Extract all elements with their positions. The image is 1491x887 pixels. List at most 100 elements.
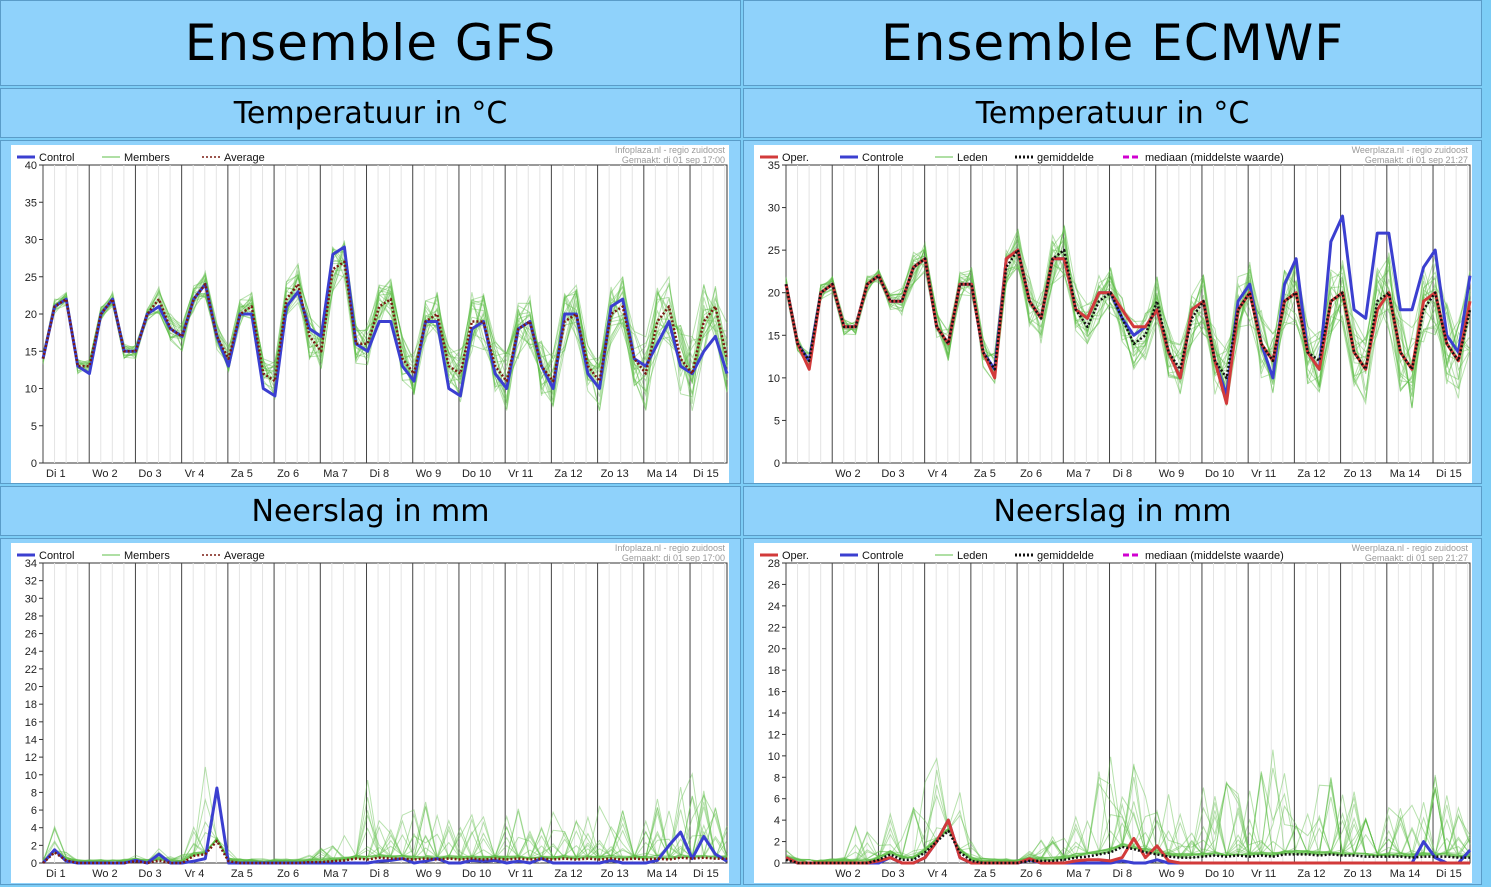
x-tick-label: Wo 9 [416,868,441,880]
ecmwf-temp-header: Temperatuur in °C [743,88,1482,138]
x-tick-label: Wo 2 [92,468,117,480]
gfs-temp-header: Temperatuur in °C [0,88,741,138]
plot-area [785,562,1471,864]
x-tick-label: Di 8 [370,468,390,480]
x-tick-label: Ma 14 [1390,868,1421,880]
legend-label: Oper. [782,550,809,562]
y-tick-label: 2 [31,840,37,852]
x-tick-label: Wo 2 [835,468,860,480]
ecmwf-title: Ensemble ECMWF [881,14,1344,72]
legend-label: Control [39,152,74,164]
y-tick-label: 16 [25,717,37,729]
x-tick-label: Ma 14 [647,868,678,880]
member-line [42,251,728,403]
y-tick-label: 22 [768,622,780,634]
x-tick-label: Vr 11 [1251,868,1276,880]
y-tick-label: 30 [25,593,37,605]
y-tick-label: 12 [25,752,37,764]
y-tick-label: 6 [774,794,780,806]
y-tick-label: 26 [25,629,37,641]
legend-label: Average [224,550,265,562]
credit-source: Infoplaza.nl - regio zuidoost [615,145,726,155]
x-tick-label: Di 15 [1436,868,1462,880]
credit-date: Gemaakt: di 01 sep 21:27 [1365,155,1468,165]
member-line [785,233,1471,399]
legend-label: Leden [957,152,988,164]
member-line [42,250,728,399]
x-tick-label: Zo 6 [277,468,299,480]
y-tick-label: 14 [25,734,37,746]
y-tick-label: 10 [768,373,780,385]
legend-label: Oper. [782,152,809,164]
ecmwf-precip-header: Neerslag in mm [743,486,1482,536]
x-tick-label: Zo 13 [1344,468,1372,480]
x-tick-label: Do 10 [1205,868,1234,880]
member-line [42,807,728,864]
y-tick-label: 8 [31,787,37,799]
x-tick-label: Do 3 [881,868,904,880]
legend-label: gemiddelde [1037,152,1094,164]
y-tick-label: 10 [25,770,37,782]
legend-label: Control [39,550,74,562]
y-tick-label: 24 [25,646,37,658]
y-tick-label: 20 [768,288,780,300]
x-tick-label: Vr 11 [1251,468,1276,480]
ecmwf-title-cell: Ensemble ECMWF [743,0,1482,86]
member-line [42,262,728,406]
member-line [785,771,1471,864]
ecmwf-temp-panel: 0 5 10 15 20 25 30 35 Wo 2 Do 3 Vr 4 Za 5 Zo 6 Ma 7 Di… [743,140,1482,484]
ecmwf-precip-panel: 0 2 4 6 8 10 12 14 16 18 20 22 24 26 28 Wo 2 Do 3 Vr 4 Za … [743,538,1482,885]
credit-source: Infoplaza.nl - regio zuidoost [615,543,726,553]
x-tick-label: Di 15 [693,468,719,480]
member-line [785,226,1471,392]
y-tick-label: 18 [768,665,780,677]
x-tick-label: Do 10 [462,468,491,480]
legend-label: Members [124,152,170,164]
gfs-temp-title: Temperatuur in °C [233,95,508,131]
y-tick-label: 0 [774,458,780,470]
y-tick-label: 4 [31,823,37,835]
member-line [785,776,1471,863]
member-line [42,241,728,403]
member-line [785,236,1471,406]
y-tick-label: 35 [25,197,37,209]
member-line [42,790,728,863]
y-tick-label: 35 [768,160,780,172]
x-tick-label: Do 3 [138,868,161,880]
x-tick-label: Di 15 [693,868,719,880]
x-tick-label: Za 12 [1297,468,1325,480]
x-tick-label: Za 5 [974,868,996,880]
member-line [785,782,1471,864]
y-tick-label: 28 [25,611,37,623]
member-line [42,809,728,864]
y-tick-label: 6 [31,805,37,817]
x-tick-label: Wo 9 [416,468,441,480]
gfs-temp-panel: 0 5 10 15 20 25 30 35 40 Di 1 Wo 2 Do 3 Vr 4 Za 5 Zo 6… [0,140,741,484]
member-line [42,240,728,411]
member-line [785,782,1471,864]
member-line [785,764,1471,863]
member-line [42,787,728,864]
y-tick-label: 28 [768,558,780,570]
x-tick-label: Vr 4 [928,468,948,480]
y-tick-label: 0 [31,458,37,470]
x-tick-label: Di 8 [1113,468,1133,480]
x-tick-label: Vr 4 [928,868,948,880]
x-tick-label: Do 3 [881,468,904,480]
x-tick-label: Za 5 [231,468,253,480]
member-line [42,819,728,864]
y-tick-label: 10 [768,751,780,763]
y-tick-label: 0 [774,858,780,870]
y-tick-label: 26 [768,579,780,591]
legend-label: Leden [957,550,988,562]
member-line [785,225,1471,407]
y-tick-label: 30 [25,235,37,247]
member-line [42,807,728,864]
member-line [785,239,1471,408]
credit-source: Weerplaza.nl - regio zuidoost [1352,543,1469,553]
member-line [42,243,728,400]
y-tick-label: 25 [25,272,37,284]
x-tick-label: Zo 13 [1344,868,1372,880]
y-tick-label: 20 [25,682,37,694]
member-line [42,259,728,403]
